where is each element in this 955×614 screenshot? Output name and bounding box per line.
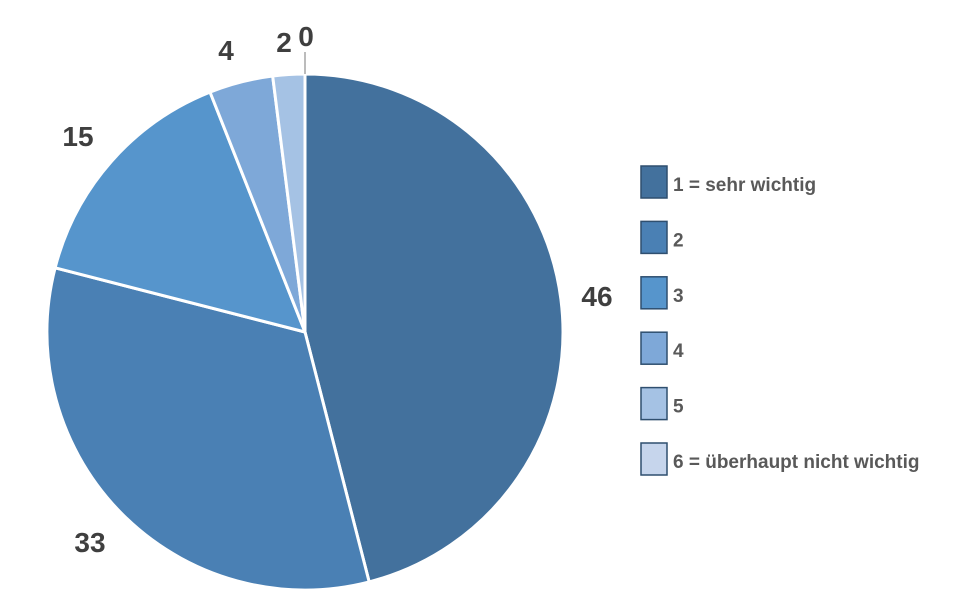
data-label-1: 46 xyxy=(581,281,612,312)
data-label-6: 0 xyxy=(298,21,314,52)
pie-slice-3 xyxy=(53,90,307,334)
legend-swatch-2 xyxy=(640,220,668,255)
legend-swatch-3 xyxy=(640,276,668,310)
pie-slice-2 xyxy=(45,266,371,592)
legend-label-2: 2 xyxy=(673,230,684,251)
data-label-4: 4 xyxy=(218,35,234,66)
data-label-2: 33 xyxy=(74,527,105,558)
pie-slices xyxy=(45,72,565,592)
legend-swatch-5 xyxy=(640,386,668,421)
legend-label-1: 1 = sehr wichtig xyxy=(673,175,816,196)
legend: 1 = sehr wichtig 2 3 4 5 6 = überhaupt n… xyxy=(640,165,920,476)
legend-label-4: 4 xyxy=(673,341,684,362)
legend-swatch-1 xyxy=(640,165,668,199)
pie-slice-1 xyxy=(303,72,565,584)
legend-label-3: 3 xyxy=(673,286,684,307)
legend-label-5: 5 xyxy=(673,397,684,418)
legend-swatch-6 xyxy=(640,442,668,476)
data-label-3: 15 xyxy=(62,121,93,152)
legend-swatch-4 xyxy=(640,331,668,365)
legend-label-6: 6 = überhaupt nicht wichtig xyxy=(673,452,920,473)
data-label-5: 2 xyxy=(276,27,292,58)
data-labels: 46 33 15 4 2 0 xyxy=(62,21,612,558)
